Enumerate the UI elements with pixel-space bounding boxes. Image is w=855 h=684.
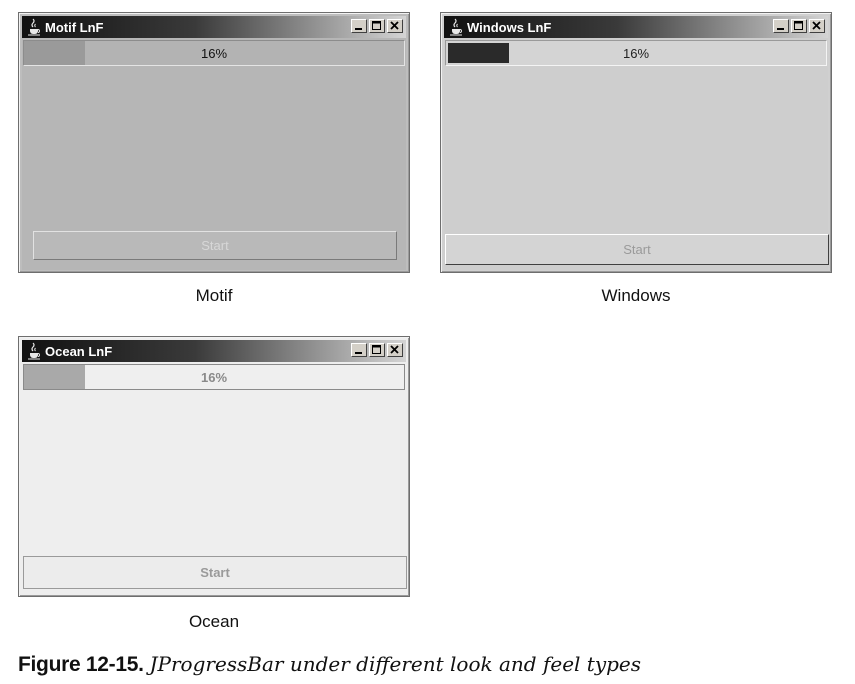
maximize-button[interactable] (369, 343, 385, 357)
progress-label: 16% (622, 45, 650, 61)
window-title: Motif LnF (45, 19, 104, 35)
windows-window: Windows LnF 16% Start (440, 12, 832, 273)
window-content: 16% Start (22, 38, 406, 270)
window-title: Ocean LnF (45, 343, 113, 359)
window-title: Windows LnF (467, 19, 552, 35)
maximize-icon (372, 345, 381, 354)
progress-label: 16% (200, 45, 228, 61)
progress-fill (448, 43, 509, 63)
motif-window: Motif LnF 16% Start (18, 12, 410, 273)
maximize-button[interactable] (369, 19, 385, 33)
start-button[interactable]: Start (23, 556, 407, 589)
close-icon (390, 21, 399, 30)
caption-ocean: Ocean (188, 612, 240, 631)
minimize-button[interactable] (351, 19, 367, 33)
java-cup-icon (28, 18, 40, 36)
close-button[interactable] (809, 19, 825, 33)
minimize-button[interactable] (351, 343, 367, 357)
close-button[interactable] (387, 343, 403, 357)
minimize-icon (355, 352, 362, 354)
progress-label: 16% (200, 369, 228, 385)
progress-fill (24, 365, 85, 389)
progress-bar: 16% (23, 40, 405, 66)
caption-motif: Motif (195, 286, 233, 305)
title-bar[interactable]: Windows LnF (444, 16, 828, 38)
title-bar[interactable]: Ocean LnF (22, 340, 406, 362)
progress-fill (24, 41, 85, 65)
figure-text: JProgressBar under different look and fe… (149, 652, 642, 676)
start-button[interactable]: Start (445, 234, 829, 265)
ocean-window: Ocean LnF 16% Start (18, 336, 410, 597)
minimize-button[interactable] (773, 19, 789, 33)
maximize-button[interactable] (791, 19, 807, 33)
close-button[interactable] (387, 19, 403, 33)
close-icon (390, 345, 399, 354)
figure-caption: Figure 12-15. JProgressBar under differe… (18, 652, 641, 677)
progress-bar: 16% (23, 364, 405, 390)
java-cup-icon (450, 18, 462, 36)
minimize-icon (777, 28, 784, 30)
minimize-icon (355, 28, 362, 30)
maximize-icon (794, 21, 803, 30)
title-bar[interactable]: Motif LnF (22, 16, 406, 38)
window-content: 16% Start (22, 362, 407, 594)
start-button[interactable]: Start (33, 231, 397, 260)
maximize-icon (372, 21, 381, 30)
java-cup-icon (28, 342, 40, 360)
close-icon (812, 21, 821, 30)
figure-number: Figure 12-15. (18, 653, 144, 676)
progress-bar: 16% (445, 40, 827, 66)
caption-windows: Windows (601, 286, 671, 305)
window-content: 16% Start (444, 38, 829, 270)
